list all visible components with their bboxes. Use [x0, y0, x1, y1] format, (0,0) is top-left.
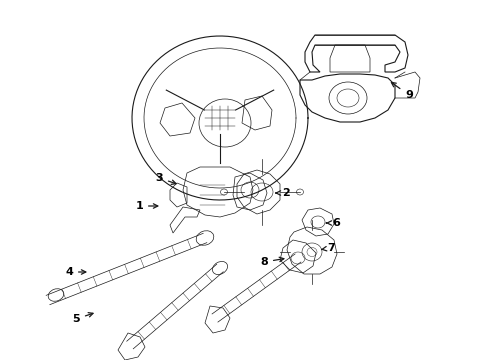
- Text: 3: 3: [155, 173, 176, 184]
- Text: 6: 6: [326, 218, 340, 228]
- Text: 8: 8: [260, 257, 284, 267]
- Text: 4: 4: [65, 267, 86, 277]
- Text: 9: 9: [392, 82, 413, 100]
- Text: 5: 5: [73, 312, 93, 324]
- Text: 7: 7: [321, 243, 335, 253]
- Text: 1: 1: [135, 201, 158, 211]
- Text: 2: 2: [276, 188, 290, 198]
